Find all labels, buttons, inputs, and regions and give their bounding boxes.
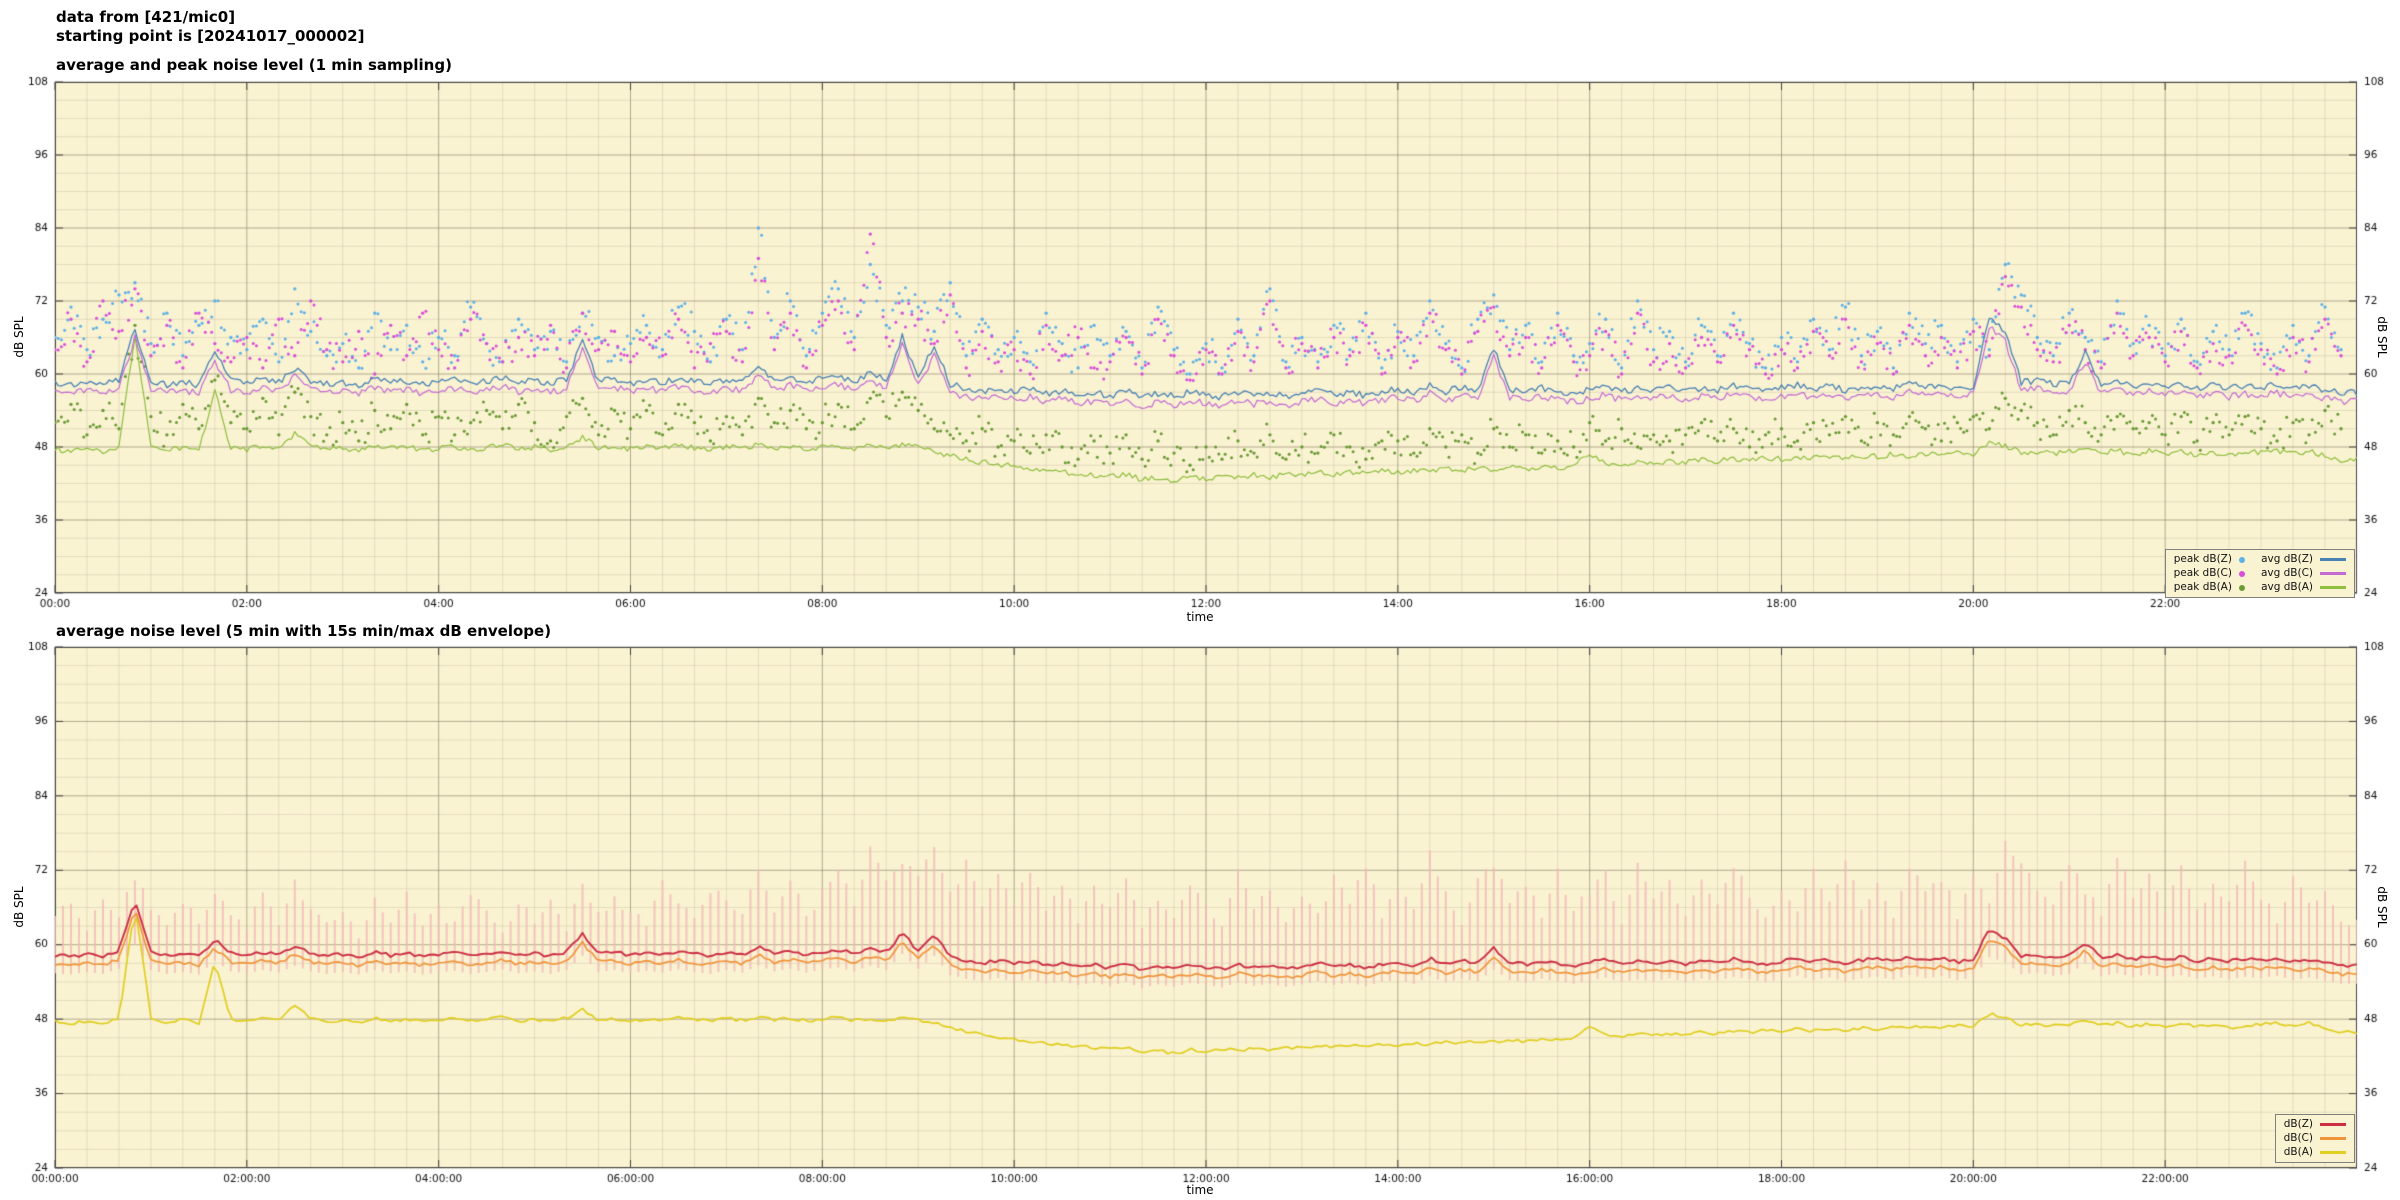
legend-label-peak-dbc: peak dB(C) (2173, 567, 2232, 580)
dbz-line-marker (2320, 1123, 2346, 1127)
legend-item-peak-dbz: peak dB(Z) (2174, 553, 2245, 566)
legend-item-avg-dbz: avg dB(Z) (2261, 553, 2346, 566)
legend-item-peak-dba: peak dB(A) (2174, 581, 2245, 594)
legend-label-avg-dbz: avg dB(Z) (2261, 553, 2313, 565)
bottom-chart-ylabel-left: dB SPL (12, 886, 26, 928)
legend-item-avg-dba: avg dB(A) (2261, 581, 2346, 594)
legend-label-peak-dba: peak dB(A) (2173, 581, 2232, 594)
legend-label-dba: dB(A) (2283, 1146, 2313, 1159)
legend-item-peak-dbc: peak dB(C) (2174, 567, 2245, 580)
top-chart-xlabel: time (1186, 610, 1214, 624)
legend-label-dbz: dB(Z) (2283, 1118, 2313, 1130)
bottom-chart-legend: dB(Z) dB(C) dB(A) (2274, 1114, 2355, 1164)
legend-label-peak-dbz: peak dB(Z) (2173, 553, 2232, 565)
avg-dbc-line-marker (2320, 572, 2346, 576)
avg-dba-line-marker (2320, 586, 2346, 590)
legend-peak-column: peak dB(Z) peak dB(C) peak dB(A) (2174, 553, 2245, 594)
legend-item-dba: dB(A) (2284, 1146, 2346, 1159)
legend-label-avg-dba: avg dB(A) (2261, 581, 2313, 594)
legend-bottom-column: dB(Z) dB(C) dB(A) (2284, 1118, 2346, 1159)
legend-label-dbc: dB(C) (2283, 1132, 2313, 1145)
legend-item-dbc: dB(C) (2284, 1132, 2346, 1145)
legend-item-avg-dbc: avg dB(C) (2261, 567, 2346, 580)
top-chart-legend: peak dB(Z) peak dB(C) peak dB(A) avg dB(… (2164, 549, 2355, 599)
dbc-line-marker (2320, 1137, 2346, 1141)
bottom-chart-ylabel-right: dB SPL (2375, 886, 2389, 928)
header: data from [421/mic0] starting point is [… (56, 8, 364, 46)
header-starting-point: starting point is [20241017_000002] (56, 27, 365, 45)
legend-label-avg-dbc: avg dB(C) (2260, 567, 2313, 580)
peak-dbz-dot-marker (2238, 556, 2245, 563)
avg-dbz-line-marker (2320, 558, 2346, 562)
top-chart-ylabel-right: dB SPL (2375, 316, 2389, 358)
top-chart-title: average and peak noise level (1 min samp… (56, 56, 452, 74)
bottom-chart-xlabel: time (1186, 1183, 1214, 1197)
legend-item-dbz: dB(Z) (2284, 1118, 2346, 1131)
legend-avg-column: avg dB(Z) avg dB(C) avg dB(A) (2261, 553, 2346, 594)
header-data-source: data from [421/mic0] (56, 8, 236, 26)
dba-line-marker (2320, 1151, 2346, 1155)
peak-dba-dot-marker (2238, 584, 2245, 591)
bottom-chart-title: average noise level (5 min with 15s min/… (56, 622, 552, 640)
peak-dbc-dot-marker (2238, 570, 2245, 577)
top-chart-ylabel-left: dB SPL (12, 316, 26, 358)
